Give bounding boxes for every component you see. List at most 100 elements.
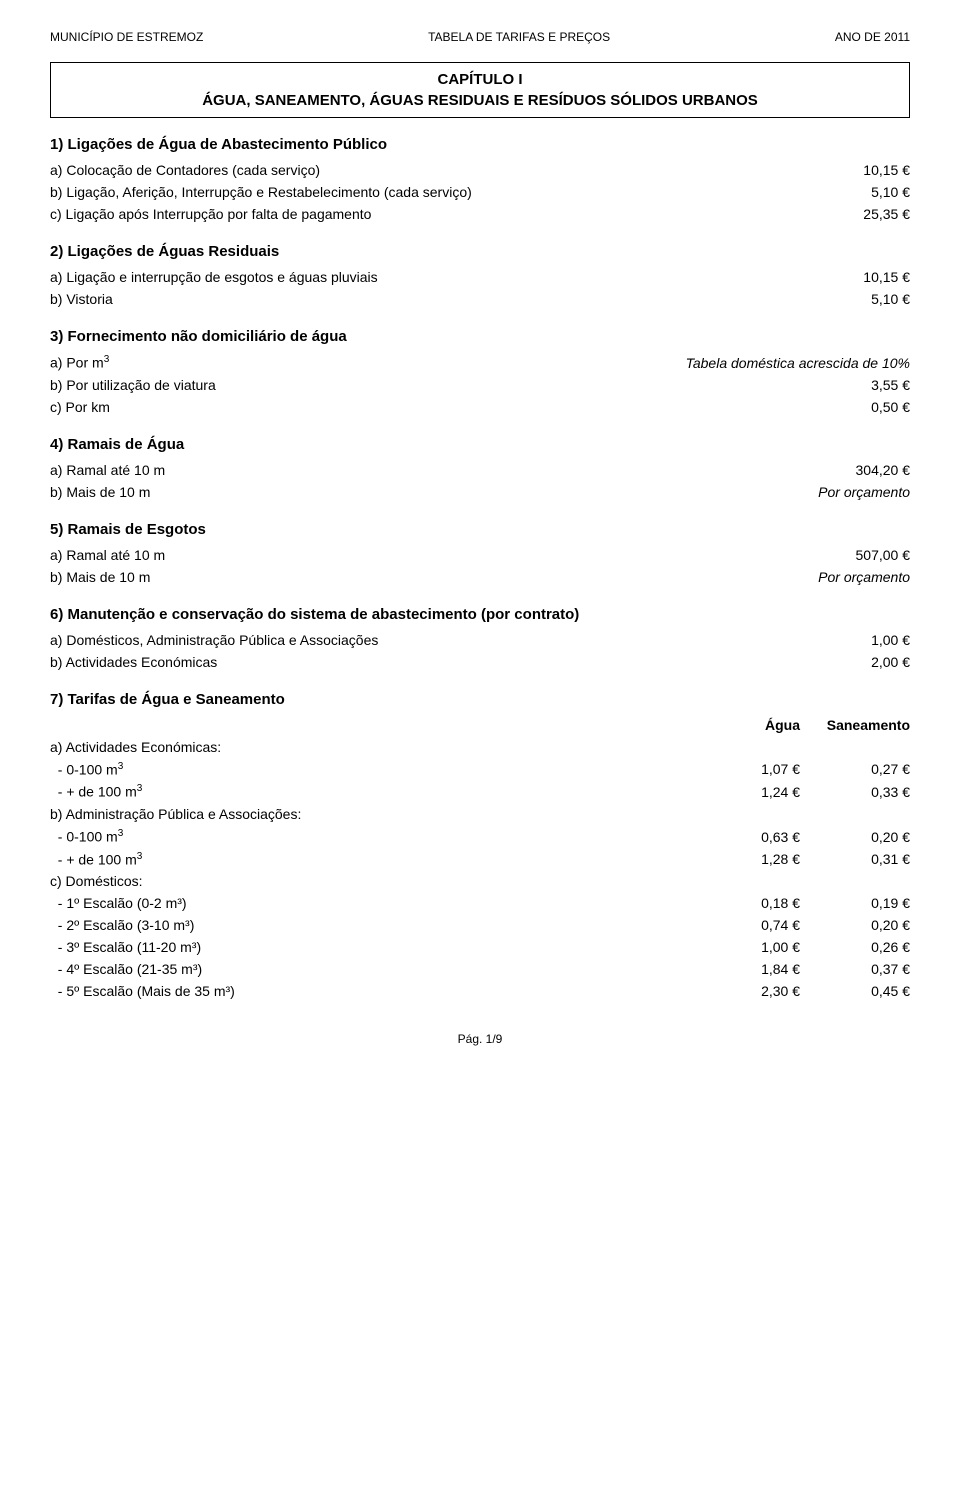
value-saneamento: 0,20 € [800, 917, 910, 933]
label: - 1º Escalão (0-2 m³) [50, 895, 690, 911]
label: - 0-100 m3 [50, 761, 690, 778]
value: Por orçamento [800, 484, 910, 500]
label: a) Colocação de Contadores (cada serviço… [50, 162, 800, 178]
label: - 4º Escalão (21-35 m³) [50, 961, 690, 977]
label: - 0-100 m3 [50, 828, 690, 845]
row-7a2: - + de 100 m3 1,24 € 0,33 € [50, 780, 910, 803]
page-footer: Pág. 1/9 [50, 1032, 910, 1046]
section-5-head: 5) Ramais de Esgotos [50, 521, 910, 538]
label-text: - 3º Escalão (11-20 m³) [58, 939, 201, 955]
label: b) Ligação, Aferição, Interrupção e Rest… [50, 184, 800, 200]
row-1a: a) Colocação de Contadores (cada serviço… [50, 159, 910, 181]
section-3-head: 3) Fornecimento não domiciliário de água [50, 328, 910, 345]
value-agua: 1,24 € [690, 784, 800, 800]
label: b) Mais de 10 m [50, 484, 800, 500]
label: a) Ligação e interrupção de esgotos e ág… [50, 269, 800, 285]
value-agua: 1,07 € [690, 761, 800, 777]
row-3b: b) Por utilização de viatura 3,55 € [50, 374, 910, 396]
label-text: a) Por m [50, 355, 104, 371]
value: 507,00 € [800, 547, 910, 563]
value-saneamento: 0,26 € [800, 939, 910, 955]
label-text: - + de 100 m [58, 851, 137, 867]
label-text: - 5º Escalão (Mais de 35 m³) [58, 983, 235, 999]
label: b) Por utilização de viatura [50, 377, 800, 393]
value-agua: 0,74 € [690, 917, 800, 933]
label: b) Vistoria [50, 291, 800, 307]
label: a) Ramal até 10 m [50, 462, 800, 478]
col-agua: Água [690, 717, 800, 733]
row-7c4: - 4º Escalão (21-35 m³) 1,84 € 0,37 € [50, 958, 910, 980]
label: c) Domésticos: [50, 873, 910, 889]
value-saneamento: 0,37 € [800, 961, 910, 977]
section-4-head: 4) Ramais de Água [50, 436, 910, 453]
value: Por orçamento [800, 569, 910, 585]
label-text: - 2º Escalão (3-10 m³) [58, 917, 195, 933]
value: 1,00 € [800, 632, 910, 648]
label: b) Actividades Económicas [50, 654, 800, 670]
value: 5,10 € [800, 291, 910, 307]
row-7a1: - 0-100 m3 1,07 € 0,27 € [50, 758, 910, 781]
label: b) Administração Pública e Associações: [50, 806, 910, 822]
value-saneamento: 0,31 € [800, 851, 910, 867]
sup: 3 [104, 354, 110, 365]
section-7-column-header: Água Saneamento [50, 714, 910, 736]
label-text: - 1º Escalão (0-2 m³) [58, 895, 187, 911]
sup: 3 [137, 783, 143, 794]
label: a) Domésticos, Administração Pública e A… [50, 632, 800, 648]
section-2-head: 2) Ligações de Águas Residuais [50, 243, 910, 260]
row-7c-head: c) Domésticos: [50, 870, 910, 892]
row-7b1: - 0-100 m3 0,63 € 0,20 € [50, 825, 910, 848]
value: 304,20 € [800, 462, 910, 478]
value-agua: 0,63 € [690, 829, 800, 845]
label: - + de 100 m3 [50, 783, 690, 800]
label: b) Mais de 10 m [50, 569, 800, 585]
value-agua: 1,00 € [690, 939, 800, 955]
value: Tabela doméstica acrescida de 10% [676, 355, 910, 371]
value: 5,10 € [800, 184, 910, 200]
section-6-head: 6) Manutenção e conservação do sistema d… [50, 606, 910, 623]
row-7b2: - + de 100 m3 1,28 € 0,31 € [50, 848, 910, 871]
label: - + de 100 m3 [50, 851, 690, 868]
label: a) Ramal até 10 m [50, 547, 800, 563]
label: c) Por km [50, 399, 800, 415]
value: 25,35 € [800, 206, 910, 222]
value: 3,55 € [800, 377, 910, 393]
value: 10,15 € [800, 162, 910, 178]
label: - 5º Escalão (Mais de 35 m³) [50, 983, 690, 999]
header-right: ANO DE 2011 [835, 30, 910, 44]
row-5a: a) Ramal até 10 m 507,00 € [50, 544, 910, 566]
title-box: CAPÍTULO I ÁGUA, SANEAMENTO, ÁGUAS RESID… [50, 62, 910, 118]
row-4b: b) Mais de 10 m Por orçamento [50, 481, 910, 503]
row-6b: b) Actividades Económicas 2,00 € [50, 651, 910, 673]
title-cap: CAPÍTULO I [63, 71, 897, 88]
value-agua: 1,28 € [690, 851, 800, 867]
value: 0,50 € [800, 399, 910, 415]
row-7c1: - 1º Escalão (0-2 m³) 0,18 € 0,19 € [50, 892, 910, 914]
label: c) Ligação após Interrupção por falta de… [50, 206, 800, 222]
row-3c: c) Por km 0,50 € [50, 396, 910, 418]
value-saneamento: 0,27 € [800, 761, 910, 777]
label: a) Actividades Económicas: [50, 739, 910, 755]
page-header: MUNICÍPIO DE ESTREMOZ TABELA DE TARIFAS … [50, 30, 910, 44]
section-1-head: 1) Ligações de Água de Abastecimento Púb… [50, 136, 910, 153]
row-2b: b) Vistoria 5,10 € [50, 288, 910, 310]
value: 10,15 € [800, 269, 910, 285]
label-text: - 0-100 m [58, 829, 118, 845]
col-saneamento: Saneamento [800, 717, 910, 733]
section-7-head: 7) Tarifas de Água e Saneamento [50, 691, 910, 708]
header-center: TABELA DE TARIFAS E PREÇOS [428, 30, 610, 44]
sup: 3 [118, 828, 124, 839]
header-left: MUNICÍPIO DE ESTREMOZ [50, 30, 203, 44]
value-saneamento: 0,20 € [800, 829, 910, 845]
row-6a: a) Domésticos, Administração Pública e A… [50, 629, 910, 651]
row-7b-head: b) Administração Pública e Associações: [50, 803, 910, 825]
label-text: - 4º Escalão (21-35 m³) [58, 961, 202, 977]
value-saneamento: 0,19 € [800, 895, 910, 911]
row-7c5: - 5º Escalão (Mais de 35 m³) 2,30 € 0,45… [50, 980, 910, 1002]
value-saneamento: 0,45 € [800, 983, 910, 999]
row-4a: a) Ramal até 10 m 304,20 € [50, 459, 910, 481]
value-agua: 1,84 € [690, 961, 800, 977]
value-saneamento: 0,33 € [800, 784, 910, 800]
row-5b: b) Mais de 10 m Por orçamento [50, 566, 910, 588]
row-7c3: - 3º Escalão (11-20 m³) 1,00 € 0,26 € [50, 936, 910, 958]
